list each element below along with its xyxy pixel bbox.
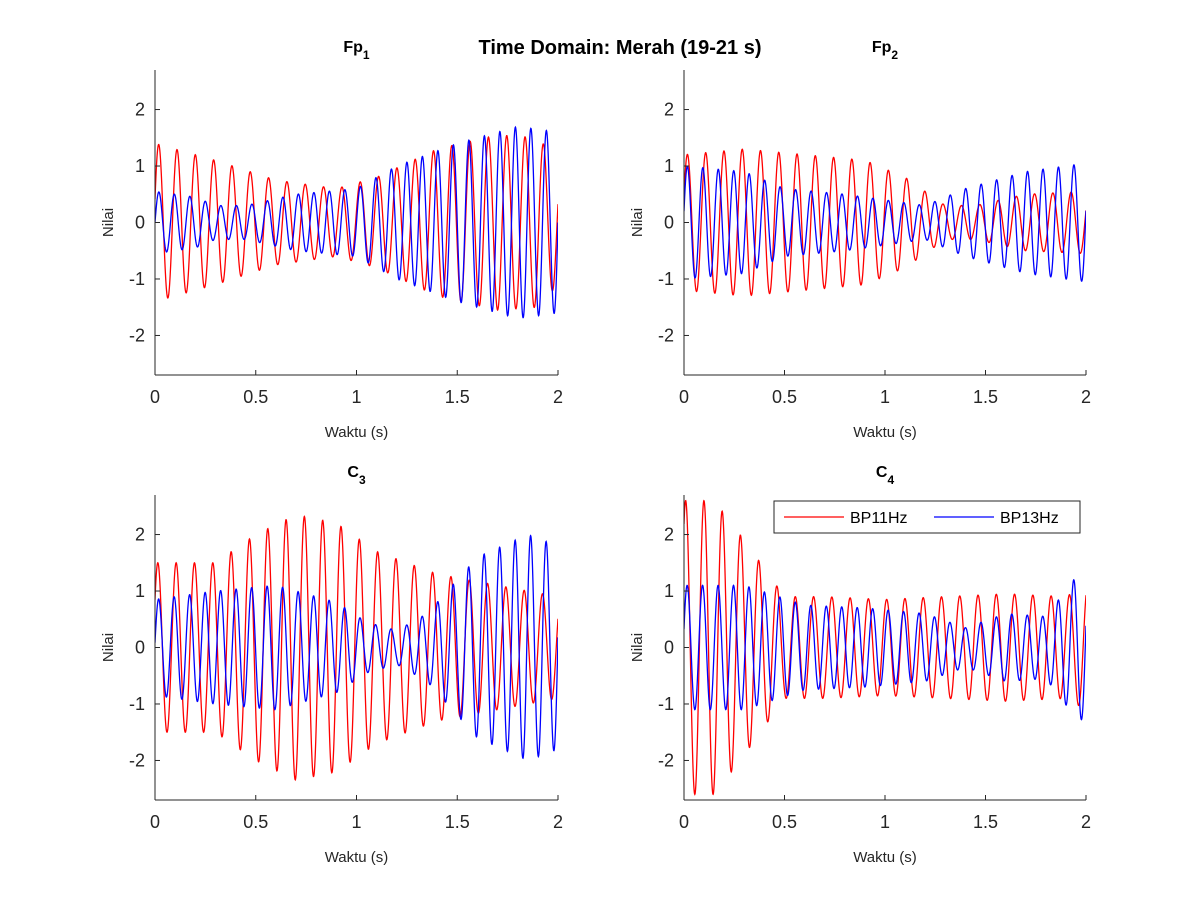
- subplot-title: Fp2: [872, 39, 899, 62]
- x-tick-label: 2: [1081, 812, 1091, 832]
- y-tick-label: -1: [658, 694, 674, 714]
- x-tick-label: 0: [679, 812, 689, 832]
- series-line-bp11hz: [155, 135, 558, 312]
- legend-label-bp11hz: BP11Hz: [850, 510, 908, 527]
- y-tick-label: 1: [664, 156, 674, 176]
- x-tick-label: 1.5: [973, 812, 998, 832]
- subplot-4: 0 0.5 1 1.5 2 -2 -1 0 1 2 Waktu (s) Nilai C4: [629, 464, 1091, 866]
- y-tick-label: 2: [664, 100, 674, 120]
- series-line-bp11hz: [684, 499, 1086, 796]
- series-line-bp11hz: [155, 515, 558, 782]
- series-line-bp13hz: [155, 534, 558, 760]
- x-tick-label: 2: [1081, 387, 1091, 407]
- subplot-title: C3: [347, 464, 366, 487]
- x-tick-label: 2: [553, 812, 563, 832]
- y-tick-label: -2: [658, 325, 674, 345]
- x-tick-label: 1.5: [445, 387, 470, 407]
- figure-suptitle: Time Domain: Merah (19-21 s): [478, 37, 761, 59]
- series-line-bp11hz: [684, 148, 1086, 297]
- y-axis-label: Nilai: [629, 208, 646, 237]
- y-tick-label: 2: [664, 525, 674, 545]
- series-line-bp13hz: [684, 163, 1086, 283]
- x-tick-label: 0.5: [243, 812, 268, 832]
- y-tick-label: -1: [129, 269, 145, 289]
- x-tick-label: 0: [150, 387, 160, 407]
- x-tick-label: 0: [150, 812, 160, 832]
- y-tick-label: 0: [664, 638, 674, 658]
- y-tick-label: 1: [135, 156, 145, 176]
- subplots: 0 0.5 1 1.5 2 -2 -1 0 1 2 Waktu (s) Nilai Fp1 0 0.5 1 1.…: [100, 39, 1091, 866]
- y-tick-label: 2: [135, 100, 145, 120]
- y-tick-label: 0: [664, 213, 674, 233]
- x-tick-label: 1: [351, 387, 361, 407]
- subplot-2: 0 0.5 1 1.5 2 -2 -1 0 1 2 Waktu (s) Nilai Fp2: [629, 39, 1091, 441]
- x-axis-label: Waktu (s): [325, 424, 389, 441]
- x-tick-label: 1.5: [445, 812, 470, 832]
- subplot-1: 0 0.5 1 1.5 2 -2 -1 0 1 2 Waktu (s) Nilai Fp1: [100, 39, 563, 441]
- subplot-3: 0 0.5 1 1.5 2 -2 -1 0 1 2 Waktu (s) Nilai C3: [100, 464, 563, 866]
- x-tick-label: 0: [679, 387, 689, 407]
- y-tick-label: 0: [135, 638, 145, 658]
- y-tick-label: 2: [135, 525, 145, 545]
- y-tick-label: -2: [129, 325, 145, 345]
- y-axis-label: Nilai: [100, 633, 117, 662]
- y-axis-label: Nilai: [629, 633, 646, 662]
- subplot-title: C4: [876, 464, 895, 487]
- y-tick-label: 1: [135, 581, 145, 601]
- x-tick-label: 1.5: [973, 387, 998, 407]
- x-tick-label: 0.5: [772, 812, 797, 832]
- x-axis-label: Waktu (s): [853, 849, 917, 866]
- x-tick-label: 1: [880, 812, 890, 832]
- y-axis-label: Nilai: [100, 208, 117, 237]
- y-tick-label: -1: [658, 269, 674, 289]
- y-tick-label: -2: [658, 750, 674, 770]
- series-line-bp13hz: [684, 579, 1086, 721]
- y-tick-label: 0: [135, 213, 145, 233]
- x-axis-label: Waktu (s): [853, 424, 917, 441]
- x-tick-label: 0.5: [243, 387, 268, 407]
- x-tick-label: 1: [351, 812, 361, 832]
- y-tick-label: 1: [664, 581, 674, 601]
- y-tick-label: -2: [129, 750, 145, 770]
- legend: BP11Hz BP13Hz: [773, 500, 1081, 534]
- x-tick-label: 1: [880, 387, 890, 407]
- x-axis-label: Waktu (s): [325, 849, 389, 866]
- subplot-title: Fp1: [343, 39, 370, 62]
- series-line-bp13hz: [155, 125, 558, 319]
- y-tick-label: -1: [129, 694, 145, 714]
- legend-label-bp13hz: BP13Hz: [1000, 510, 1059, 527]
- x-tick-label: 0.5: [772, 387, 797, 407]
- x-tick-label: 2: [553, 387, 563, 407]
